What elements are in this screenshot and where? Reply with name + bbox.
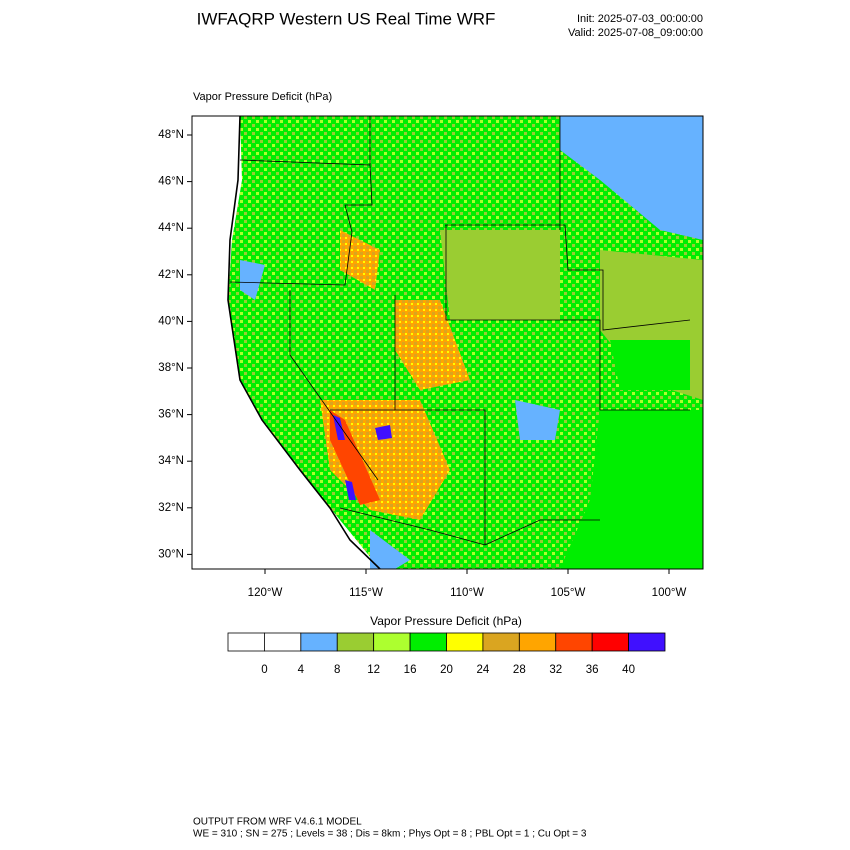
- map-frame: [191, 115, 704, 570]
- colorbar-label: 12: [367, 664, 380, 676]
- lat-tick-label: 36°N: [158, 409, 184, 421]
- colorbar-box: [518, 632, 557, 652]
- colorbar-label: 36: [586, 664, 599, 676]
- lat-tick-label: 46°N: [158, 176, 184, 188]
- lat-tick-label: 42°N: [158, 269, 184, 281]
- lon-tick-label: 100°W: [652, 587, 687, 599]
- vpd-field: [192, 116, 703, 569]
- lat-tick-label: 32°N: [158, 502, 184, 514]
- colorbar-box: [264, 632, 302, 652]
- lat-tick-label: 30°N: [158, 548, 184, 560]
- colorbar-label: 20: [440, 664, 453, 676]
- lat-tick-label: 40°N: [158, 315, 184, 327]
- colorbar-box: [446, 632, 484, 652]
- colorbar-label: 4: [298, 664, 305, 676]
- colorbar-box: [482, 632, 520, 652]
- lon-tick-label: 115°W: [349, 587, 383, 599]
- colorbar-box: [555, 632, 593, 652]
- footer-line: OUTPUT FROM WRF V4.6.1 MODEL: [193, 817, 362, 828]
- lat-tick-label: 34°N: [158, 455, 184, 467]
- colorbar-box: [336, 632, 375, 652]
- footer-line: WE = 310 ; SN = 275 ; Levels = 38 ; Dis …: [193, 829, 587, 840]
- lon-tick-label: 110°W: [450, 587, 484, 599]
- lon-tick-label: 120°W: [248, 587, 283, 599]
- colorbar-box: [373, 632, 411, 652]
- colorbar-label: 0: [261, 664, 267, 676]
- colorbar-title: Vapor Pressure Deficit (hPa): [370, 614, 522, 628]
- colorbar-box: [591, 632, 629, 652]
- colorbar-label: 8: [334, 664, 340, 676]
- lat-tick-label: 38°N: [158, 362, 184, 374]
- colorbar-label: 16: [404, 664, 417, 676]
- colorbar-label: 28: [513, 664, 526, 676]
- init-time: Init: 2025-07-03_00:00:00: [577, 13, 703, 25]
- colorbar-box: [628, 632, 666, 652]
- colorbar-box: [300, 632, 338, 652]
- colorbar-label: 40: [622, 664, 635, 676]
- colorbar-label: 32: [549, 664, 562, 676]
- valid-time: Valid: 2025-07-08_09:00:00: [568, 27, 703, 39]
- title: IWFAQRP Western US Real Time WRF: [197, 9, 496, 28]
- colorbar-box: [227, 632, 265, 652]
- map-label: Vapor Pressure Deficit (hPa): [193, 91, 332, 103]
- colorbar-box: [409, 632, 447, 652]
- colorbar-label: 24: [477, 664, 490, 676]
- lat-tick-label: 44°N: [158, 222, 184, 234]
- lat-tick-label: 48°N: [158, 129, 184, 141]
- lon-tick-label: 105°W: [551, 587, 586, 599]
